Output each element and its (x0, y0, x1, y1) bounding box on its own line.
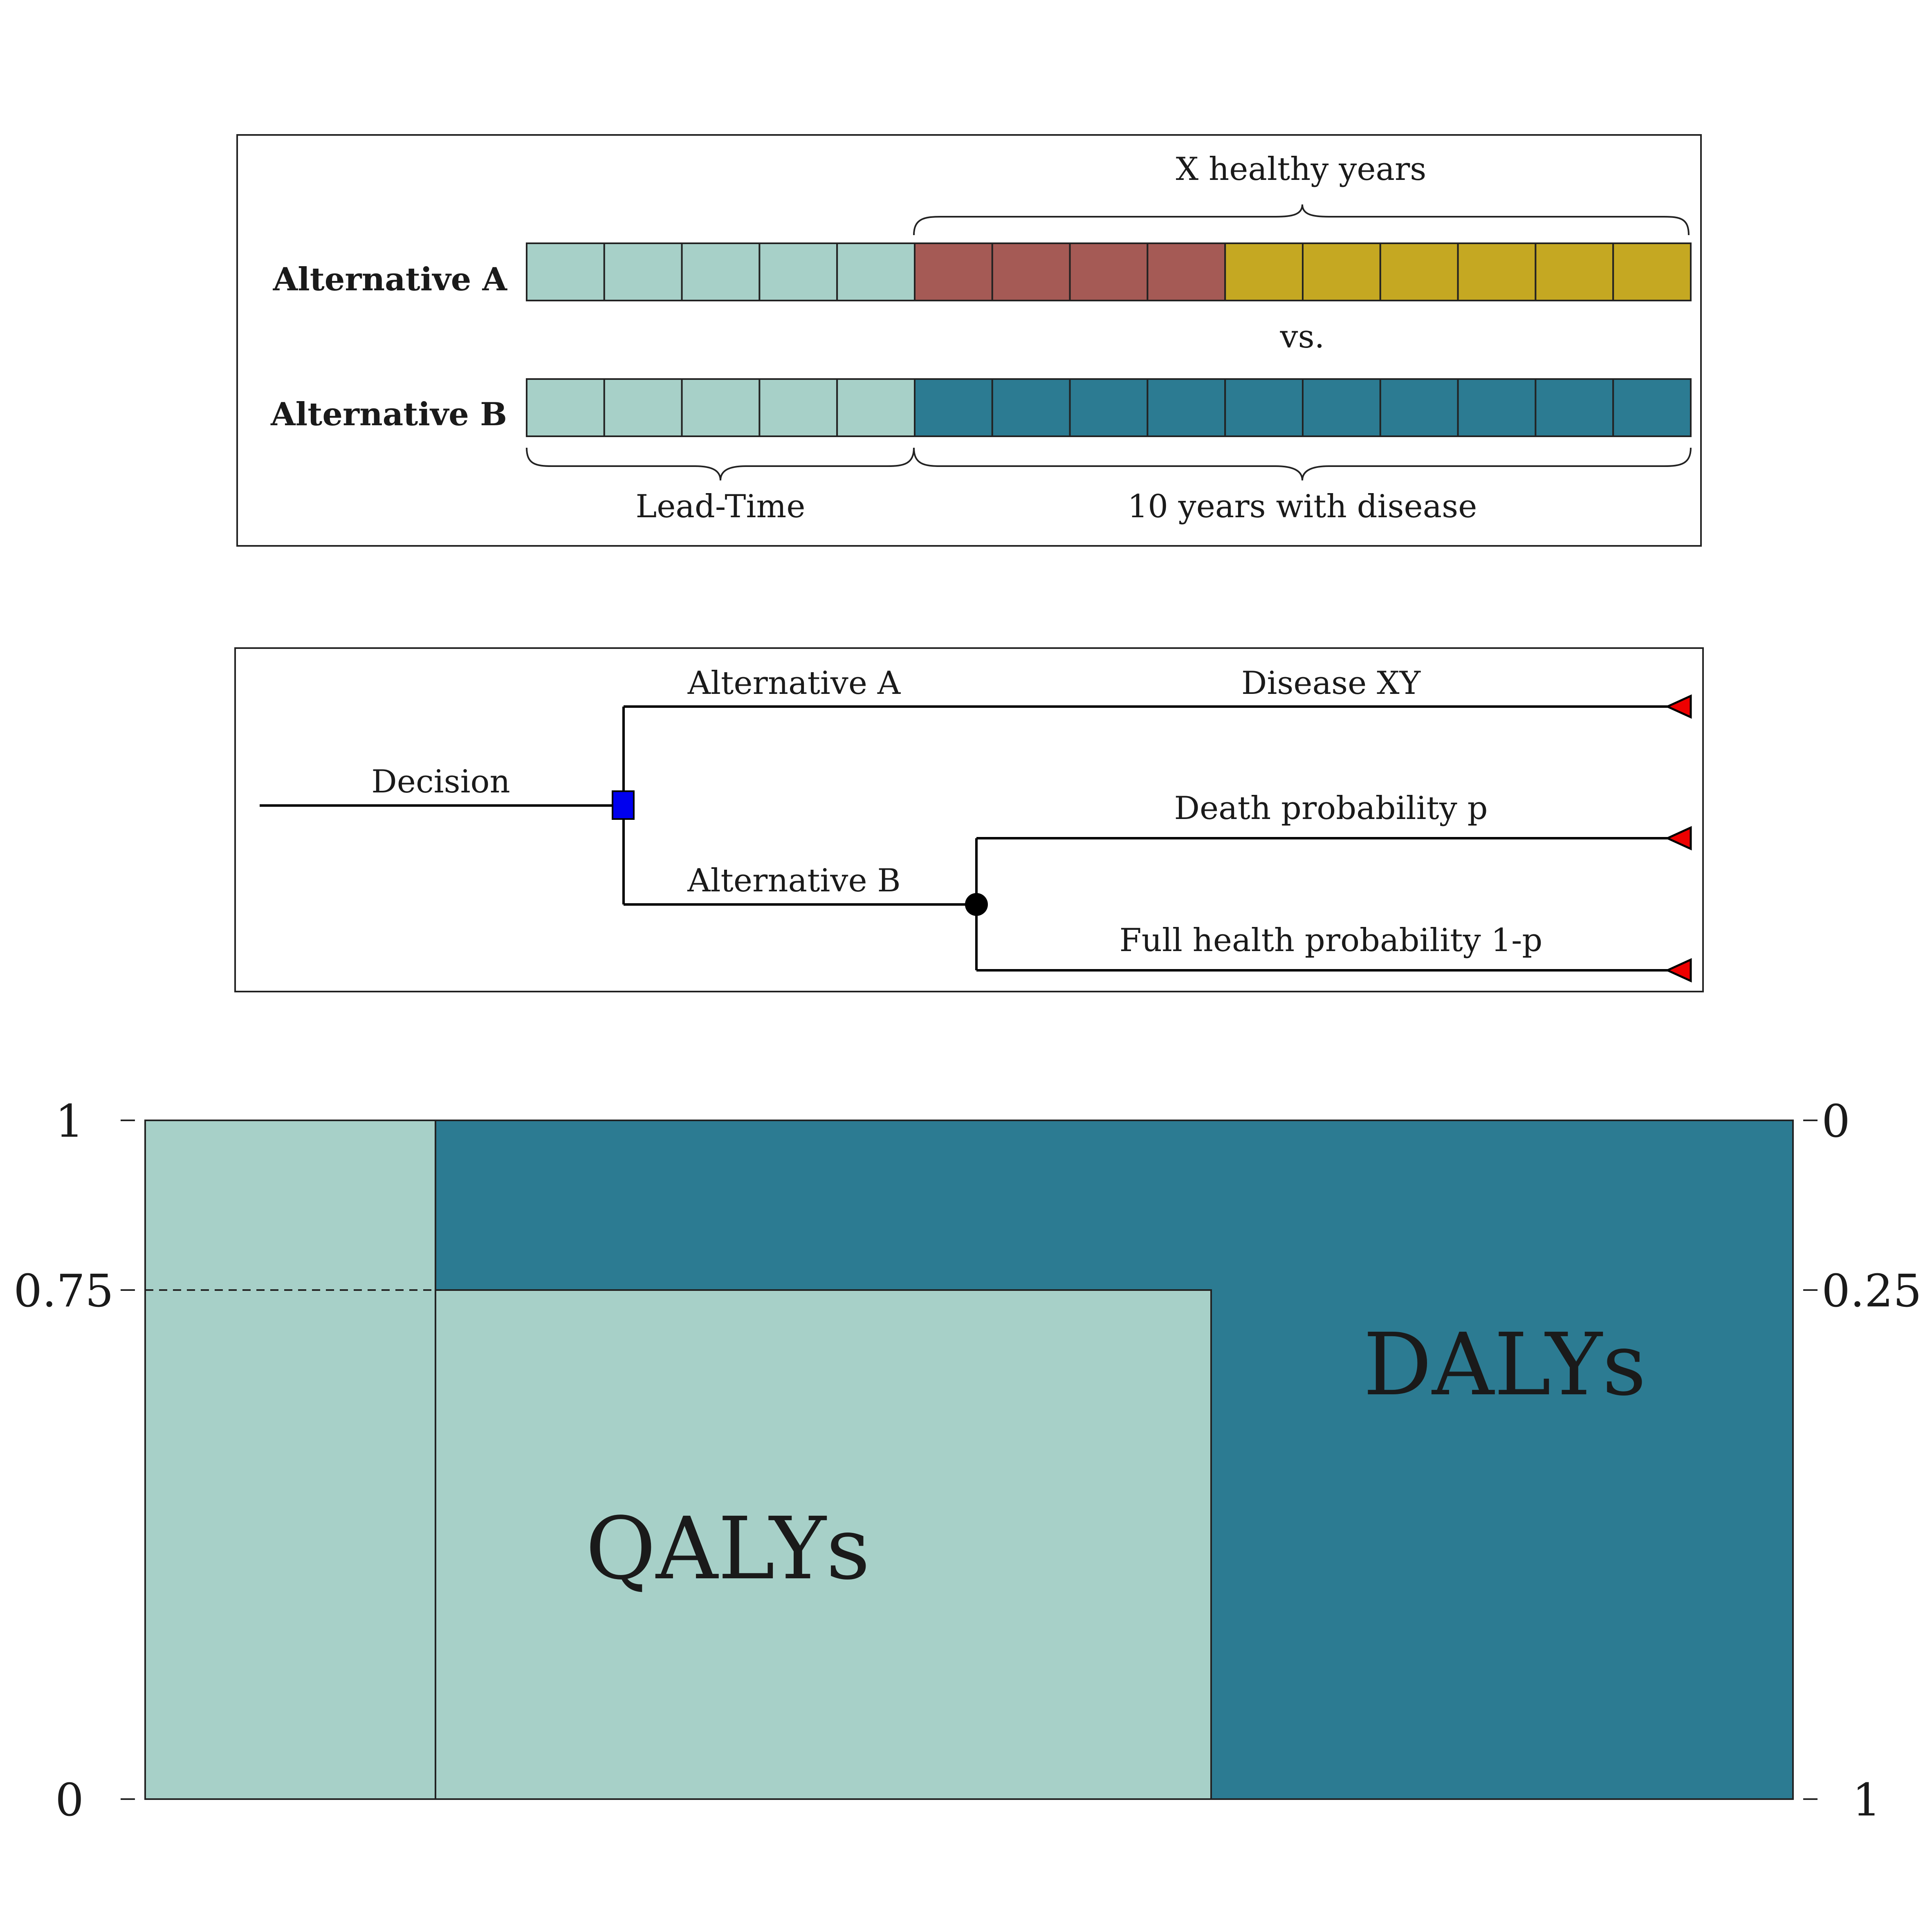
decision-label: Decision (371, 763, 510, 800)
death-probability-label: Death probability p (1174, 790, 1488, 827)
year-cell-disease-b (1612, 378, 1692, 437)
tree-frame (234, 647, 1704, 992)
year-cell-healthy (1379, 242, 1459, 301)
year-cell-disease-b (914, 378, 993, 437)
full-health-probability-label: Full health probability 1-p (1120, 922, 1543, 959)
decision-square-icon (612, 790, 635, 820)
year-cell-lead-time (526, 378, 605, 437)
year-cell-disease-b (991, 378, 1071, 437)
left-tick-label: 0 (55, 1774, 84, 1826)
year-cell-lead-time (603, 378, 683, 437)
qaly-daly-panel: 1 0.75 0 0 0.25 1 QALYs DALYs (13, 1095, 1922, 1826)
year-cell-lead-time (836, 378, 916, 437)
year-cell-lead-time (758, 378, 838, 437)
lead-time-area (144, 1120, 436, 1800)
year-cell-lead-time (603, 242, 683, 301)
branch-b-label: Alternative B (687, 862, 900, 899)
timeline-frame (236, 134, 1702, 547)
terminal-triangle-icon (1665, 694, 1692, 719)
qaly-area (435, 1289, 1212, 1800)
right-tick-label: 0 (1822, 1095, 1850, 1147)
year-cell-healthy (1224, 242, 1304, 301)
year-cell-disease-b (1535, 378, 1614, 437)
daly-label: DALYs (1363, 1315, 1646, 1415)
year-cell-disease-b (1302, 378, 1381, 437)
year-cell-healthy (1612, 242, 1692, 301)
terminal-triangle-icon (1665, 958, 1692, 983)
row-b-label: Alternative B (270, 396, 507, 433)
branch-a-label: Alternative A (687, 665, 901, 702)
year-cell-disease-a (1069, 242, 1149, 301)
row-a-label: Alternative A (273, 261, 508, 298)
terminal-triangle-icon (1665, 826, 1692, 850)
year-cell-disease-b (1147, 378, 1226, 437)
year-cell-disease-b (1379, 378, 1459, 437)
disease-xy-label: Disease XY (1241, 665, 1421, 702)
year-cell-disease-b (1069, 378, 1149, 437)
year-cell-lead-time (526, 242, 605, 301)
year-cell-lead-time (836, 242, 916, 301)
vs-label: vs. (1280, 319, 1325, 355)
year-cell-lead-time (758, 242, 838, 301)
timeline-panel: X healthy years Alternative A vs. Altern… (236, 134, 1702, 547)
year-cell-disease-a (914, 242, 993, 301)
healthy-years-brace (913, 204, 1690, 236)
lead-time-label: Lead-Time (635, 488, 805, 525)
disease-years-brace (913, 447, 1692, 481)
left-tick-label: 0.75 (13, 1265, 114, 1317)
right-tick-label: 1 (1852, 1774, 1881, 1826)
right-tick-label: 0.25 (1822, 1265, 1922, 1317)
disease-years-label: 10 years with disease (1128, 488, 1477, 525)
left-tick-label: 1 (55, 1095, 84, 1147)
lead-time-brace (526, 447, 915, 481)
qaly-label: QALYs (586, 1499, 870, 1599)
row-b-bar (526, 378, 1692, 437)
year-cell-lead-time (681, 242, 761, 301)
chance-circle-icon (965, 893, 988, 916)
row-a-bar (526, 242, 1692, 301)
year-cell-disease-b (1457, 378, 1537, 437)
year-cell-disease-a (1147, 242, 1226, 301)
year-cell-healthy (1535, 242, 1614, 301)
year-cell-disease-b (1224, 378, 1304, 437)
healthy-years-label: X healthy years (1176, 151, 1427, 188)
year-cell-healthy (1457, 242, 1537, 301)
decision-tree-panel: Decision Alternative A Disease XY Altern… (234, 647, 1704, 992)
year-cell-disease-a (991, 242, 1071, 301)
year-cell-lead-time (681, 378, 761, 437)
year-cell-healthy (1302, 242, 1381, 301)
